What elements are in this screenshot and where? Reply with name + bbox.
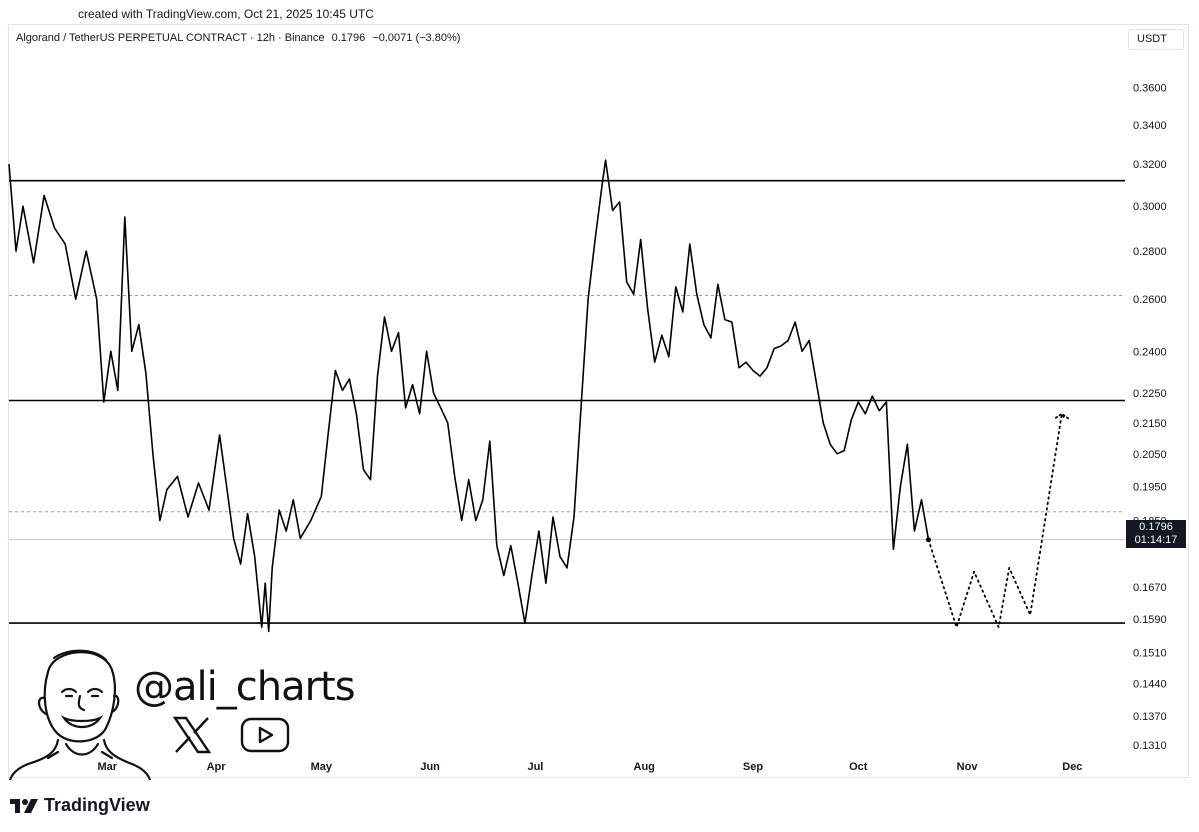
x-tick-label-2: May — [311, 761, 333, 773]
y-tick-label-7: 0.2250 — [1133, 388, 1167, 400]
attribution: created with TradingView.com, Oct 21, 20… — [78, 7, 374, 21]
x-tick-label-0: Mar — [97, 761, 117, 773]
projection-arrowhead — [1054, 412, 1070, 420]
x-logo-icon — [172, 716, 212, 754]
avatar-sketch-icon — [8, 649, 152, 782]
y-tick-label-16: 0.1370 — [1133, 711, 1167, 723]
y-tick-label-5: 0.2600 — [1133, 294, 1167, 306]
chart-panel — [8, 24, 1189, 778]
x-tick-label-4: Jul — [527, 761, 543, 773]
brand-name: TradingView — [44, 795, 150, 815]
author-handle: @ali_charts — [134, 664, 356, 710]
y-tick-label-15: 0.1440 — [1133, 678, 1167, 690]
x-tick-label-3: Jun — [420, 761, 440, 773]
watermark — [8, 640, 153, 785]
youtube-icon — [240, 717, 290, 753]
y-tick-label-2: 0.3200 — [1133, 159, 1167, 171]
y-tick-label-9: 0.2050 — [1133, 449, 1167, 461]
y-tick-label-4: 0.2800 — [1133, 246, 1167, 258]
last-price-tag: 0.1796 01:14:17 — [1126, 520, 1186, 548]
price-chart[interactable]: 0.3600 0.3400 0.3200 0.3000 0.2800 0.2600 0.24… — [0, 0, 1199, 780]
series-line-1 — [927, 412, 1067, 629]
y-tick-label-3: 0.3000 — [1133, 201, 1167, 213]
price-change: −0.0071 (−3.80%) — [372, 32, 461, 44]
y-tick-label-0: 0.3600 — [1133, 83, 1167, 95]
last-price: 0.1796 — [331, 32, 366, 44]
symbol-title: Algorand / TetherUS PERPETUAL CONTRACT ·… — [16, 32, 325, 44]
x-tick-label-7: Oct — [849, 761, 868, 773]
price-tag-countdown: 01:14:17 — [1134, 534, 1178, 546]
symbol-header: Algorand / TetherUS PERPETUAL CONTRACT ·… — [16, 32, 464, 44]
y-tick-label-10: 0.1950 — [1133, 481, 1167, 493]
x-tick-label-5: Aug — [634, 761, 655, 773]
x-tick-label-9: Dec — [1062, 761, 1082, 773]
x-tick-label-8: Nov — [957, 761, 979, 773]
tradingview-mark-icon — [10, 798, 38, 813]
x-tick-label-1: Apr — [207, 761, 227, 773]
currency-button[interactable]: USDT — [1128, 29, 1184, 50]
y-tick-label-6: 0.2400 — [1133, 346, 1167, 358]
y-tick-label-12: 0.1670 — [1133, 582, 1167, 594]
y-tick-label-8: 0.2150 — [1133, 418, 1167, 430]
y-tick-label-14: 0.1510 — [1133, 648, 1167, 660]
series-line-0 — [8, 159, 930, 633]
tradingview-logo: TradingView — [10, 795, 150, 816]
y-tick-label-13: 0.1590 — [1133, 614, 1167, 626]
price-tag-value: 0.1796 — [1139, 521, 1173, 533]
y-tick-label-1: 0.3400 — [1133, 120, 1167, 132]
y-tick-label-17: 0.1310 — [1133, 740, 1167, 752]
x-tick-label-6: Sep — [743, 761, 763, 773]
